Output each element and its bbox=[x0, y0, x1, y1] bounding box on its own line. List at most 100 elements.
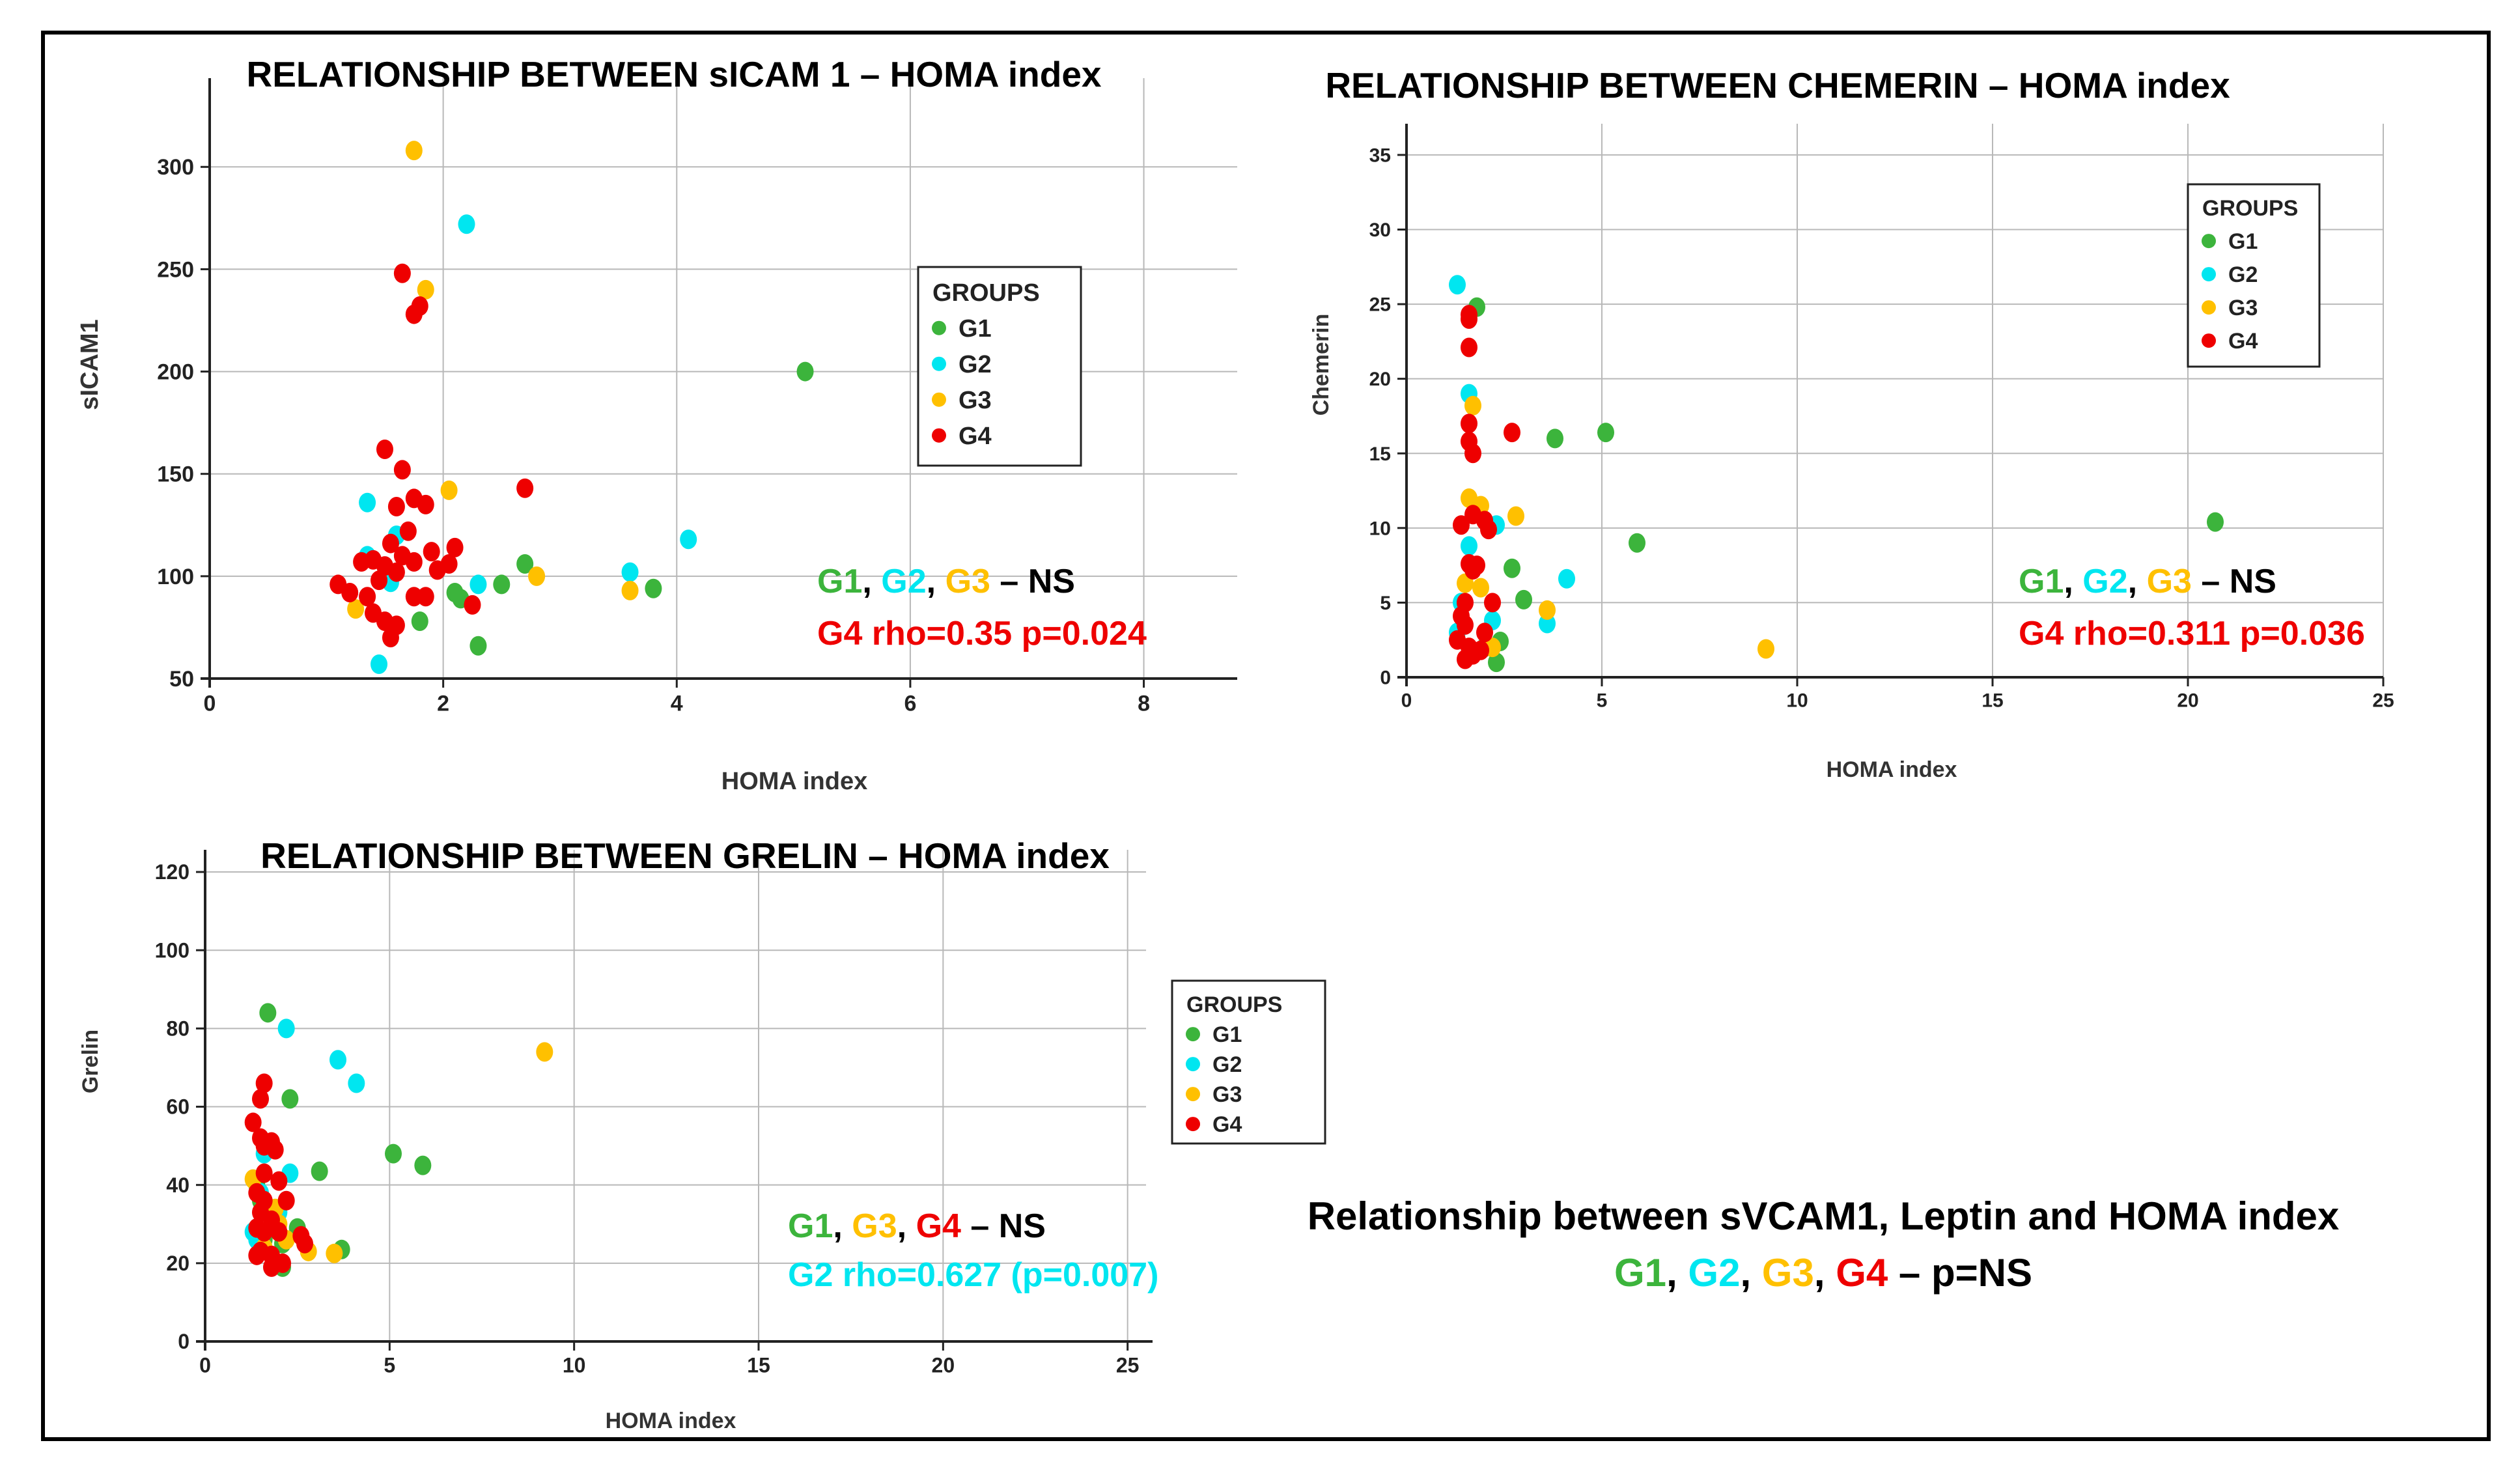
x-tick-label: 20 bbox=[2177, 690, 2198, 712]
x-tick-label: 2 bbox=[437, 692, 449, 716]
data-point-g4 bbox=[365, 603, 382, 623]
annotation-part: , bbox=[897, 1207, 916, 1245]
summary-title: Relationship between sVCAM1, Leptin and … bbox=[1308, 1194, 2340, 1238]
data-point-g4 bbox=[255, 1222, 273, 1242]
annotation-ns: G1, G2, G3 – NS bbox=[2019, 563, 2276, 600]
data-point-g4 bbox=[399, 521, 417, 541]
x-tick-label: 5 bbox=[384, 1354, 395, 1377]
x-tick-label: 15 bbox=[1981, 690, 2003, 712]
x-tick-label: 25 bbox=[2372, 690, 2394, 712]
data-point-g2 bbox=[458, 214, 475, 234]
y-tick-label: 60 bbox=[166, 1095, 189, 1119]
legend-marker-g2 bbox=[932, 356, 946, 371]
chart-title: RELATIONSHIP BETWEEN GRELIN – HOMA index bbox=[260, 835, 1110, 876]
data-point-g3 bbox=[536, 1042, 553, 1062]
data-point-g1 bbox=[2207, 512, 2224, 532]
data-point-g2 bbox=[1539, 613, 1556, 634]
y-tick-label: 120 bbox=[155, 860, 189, 884]
summary-part: – p=NS bbox=[1888, 1251, 2032, 1295]
annotation-ns: G1, G2, G3 – NS bbox=[817, 563, 1075, 600]
legend-marker-g3 bbox=[932, 392, 946, 407]
data-point-g4 bbox=[405, 552, 423, 572]
summary-part: G2 bbox=[1688, 1251, 1740, 1295]
legend-label-g4: G4 bbox=[959, 423, 992, 450]
annotation-part: – NS bbox=[990, 563, 1075, 600]
data-point-g4 bbox=[423, 542, 440, 562]
data-point-g4 bbox=[244, 1112, 262, 1132]
x-tick-label: 0 bbox=[1401, 690, 1412, 712]
y-tick-label: 30 bbox=[1369, 219, 1391, 241]
y-tick-label: 80 bbox=[166, 1017, 189, 1041]
legend-title: GROUPS bbox=[1186, 992, 1282, 1017]
data-point-g4 bbox=[417, 587, 434, 607]
x-tick-label: 5 bbox=[1597, 690, 1608, 712]
data-point-g2 bbox=[359, 492, 376, 512]
legend-marker-g1 bbox=[2202, 234, 2216, 249]
data-point-g3 bbox=[1757, 639, 1774, 659]
data-point-g4 bbox=[1504, 423, 1520, 443]
x-tick-label: 20 bbox=[932, 1354, 955, 1377]
x-tick-label: 8 bbox=[1138, 692, 1150, 716]
data-point-g3 bbox=[1507, 506, 1524, 526]
annotation-part: G2 bbox=[881, 563, 926, 600]
data-point-g4 bbox=[446, 537, 464, 557]
legend-label-g3: G3 bbox=[959, 387, 992, 414]
data-point-g2 bbox=[371, 654, 388, 674]
data-point-g4 bbox=[1461, 309, 1477, 329]
data-point-g4 bbox=[248, 1245, 266, 1265]
series-G4 bbox=[1449, 305, 1520, 669]
legend-marker-g3 bbox=[1186, 1087, 1200, 1102]
data-point-g4 bbox=[417, 494, 434, 514]
y-tick-label: 10 bbox=[1369, 518, 1391, 539]
series-G4 bbox=[329, 263, 534, 648]
y-tick-label: 100 bbox=[155, 938, 189, 962]
legend-marker-g2 bbox=[1186, 1057, 1200, 1072]
legend: GROUPS G1 G2 G3 G4 bbox=[1171, 979, 1326, 1145]
data-point-g1 bbox=[1629, 533, 1645, 553]
data-point-g4 bbox=[1453, 515, 1470, 535]
legend-label-g3: G3 bbox=[1212, 1082, 1242, 1107]
y-tick-label: 0 bbox=[178, 1330, 189, 1353]
data-point-g4 bbox=[387, 562, 405, 582]
annotation-part: – NS bbox=[2192, 563, 2276, 600]
data-point-g3 bbox=[1464, 395, 1481, 415]
data-point-g4 bbox=[1461, 337, 1477, 358]
data-point-g1 bbox=[645, 578, 662, 598]
data-point-g2 bbox=[348, 1073, 365, 1093]
data-point-g4 bbox=[1476, 623, 1493, 643]
data-point-g2 bbox=[1461, 536, 1477, 556]
series-G4 bbox=[244, 1073, 313, 1277]
series-G1 bbox=[411, 361, 814, 656]
y-tick-label: 20 bbox=[1369, 369, 1391, 390]
legend-marker-g4 bbox=[1186, 1117, 1200, 1132]
chart-1: 50 100 150 200 250 300 0 2 4 6 8 HOMA index sICAM1 RE… bbox=[76, 54, 1237, 795]
summary-part: G3 bbox=[1762, 1251, 1814, 1295]
annotation-part: G3 bbox=[2147, 563, 2192, 600]
annotation-part: G1 bbox=[788, 1207, 833, 1245]
annotation-part: , bbox=[2064, 563, 2082, 600]
x-tick-label: 15 bbox=[747, 1354, 770, 1377]
summary-part: , bbox=[1740, 1251, 1761, 1295]
y-tick-label: 300 bbox=[157, 155, 194, 180]
x-axis-label: HOMA index bbox=[606, 1409, 736, 1433]
data-point-g4 bbox=[255, 1163, 273, 1183]
legend-title: GROUPS bbox=[932, 279, 1040, 307]
data-point-g3 bbox=[528, 566, 546, 586]
legend-label-g2: G2 bbox=[1212, 1052, 1242, 1077]
x-axis-label: HOMA index bbox=[1827, 757, 1957, 782]
x-tick-label: 6 bbox=[904, 692, 916, 716]
annotation-part: G1 bbox=[2019, 563, 2064, 600]
data-point-g4 bbox=[255, 1073, 273, 1093]
data-point-g1 bbox=[1515, 589, 1532, 610]
summary-block: Relationship between sVCAM1, Leptin and … bbox=[1308, 1194, 2340, 1295]
data-point-g1 bbox=[469, 636, 487, 656]
data-point-g1 bbox=[1488, 652, 1505, 673]
annotation-significance: G4 rho=0.311 p=0.036 bbox=[2019, 615, 2365, 652]
x-tick-label: 0 bbox=[204, 692, 216, 716]
annotation-part: – NS bbox=[961, 1207, 1046, 1245]
y-tick-label: 200 bbox=[157, 359, 194, 384]
x-axis-label: HOMA index bbox=[721, 768, 868, 795]
legend-label-g3: G3 bbox=[2228, 296, 2258, 320]
